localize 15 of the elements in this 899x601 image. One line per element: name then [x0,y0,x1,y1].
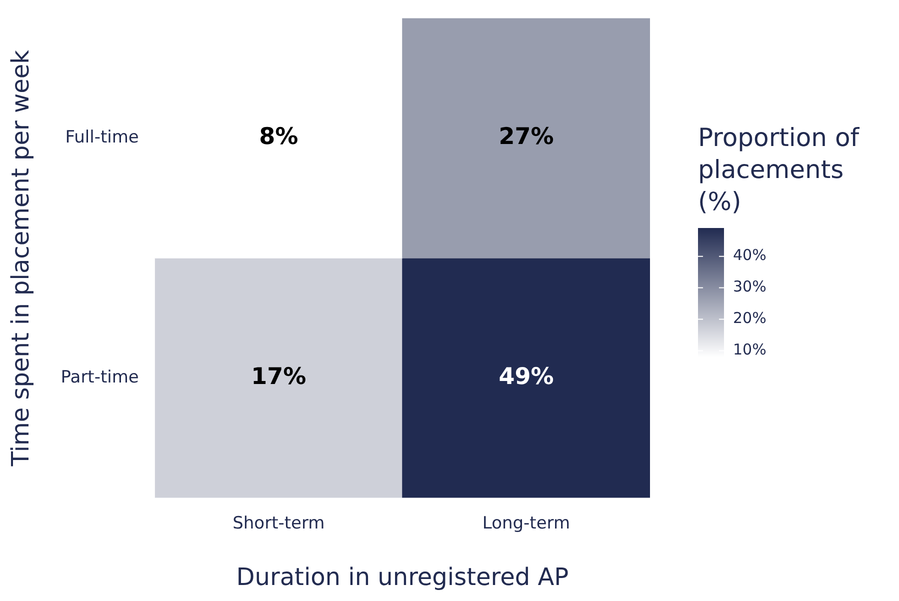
color-bar-label: 20% [733,309,766,328]
data-label: 17% [251,364,306,390]
y-axis-title: Time spent in placement per week [6,50,35,468]
y-tick-label: Full-time [65,128,139,148]
data-label: 8% [259,124,298,150]
color-bar-label: 30% [733,278,766,296]
color-bar-label: 40% [733,246,766,264]
color-bar-title: Proportion of placements (%) [698,123,860,216]
x-tick-label: Long-term [482,513,570,534]
data-label: 49% [498,364,554,390]
x-axis-title: Duration in unregistered AP [236,562,569,591]
y-tick-label: Part-time [60,367,139,388]
x-tick-label: Short-term [232,513,325,534]
data-label: 27% [498,124,554,150]
color-bar-label: 10% [733,340,766,359]
